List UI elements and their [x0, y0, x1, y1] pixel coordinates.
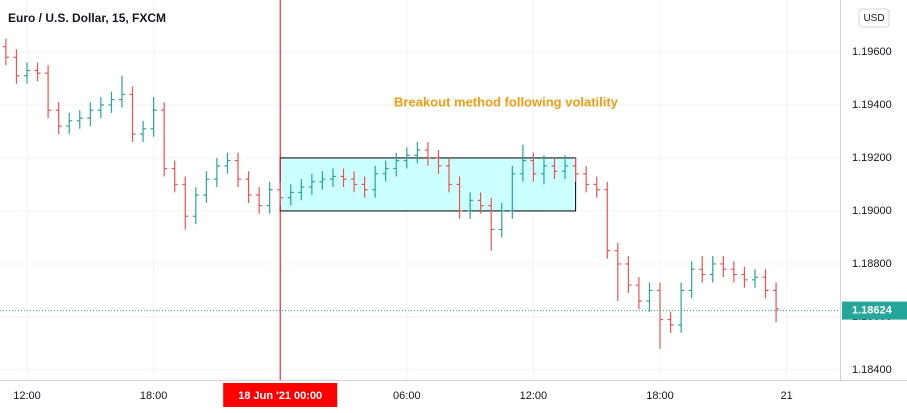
ohlc-bar	[55, 102, 62, 135]
annotation: Breakout method following volatility	[394, 94, 619, 109]
ohlc-bar	[76, 110, 83, 129]
y-tick-label: 1.18800	[852, 258, 892, 270]
ohlc-bar	[519, 144, 526, 182]
plot: Breakout method following volatility	[0, 0, 840, 380]
ohlc-bar	[66, 112, 73, 135]
ohlc-bar	[467, 192, 474, 219]
ohlc-bar	[498, 202, 505, 238]
ohlc-bar	[657, 282, 664, 349]
y-tick-label: 1.19400	[852, 99, 892, 111]
ohlc-bar	[2, 38, 9, 66]
ohlc-bar	[741, 266, 748, 288]
axes: 1.19600 1.19400 1.19200 1.19000 1.18800 1.186…	[13, 46, 907, 407]
ohlc-bar	[762, 269, 769, 299]
breakout-box	[279, 157, 577, 212]
ohlc-bar	[625, 255, 632, 294]
ohlc-bar	[403, 147, 410, 169]
ohlc-bar	[298, 179, 305, 201]
ohlc-bar	[319, 171, 326, 190]
ohlc-bar	[382, 160, 389, 182]
y-tick-label: 1.18400	[852, 364, 892, 376]
x-tick-label: 12:00	[13, 390, 41, 402]
ohlc-bar	[203, 171, 210, 203]
ohlc-bar	[277, 181, 284, 206]
ohlc-bar	[446, 157, 453, 193]
ohlc-bar	[266, 181, 273, 214]
ohlc-bar	[13, 49, 20, 84]
ohlc-bar	[488, 197, 495, 251]
ohlc-bar	[329, 168, 336, 188]
ohlc-bar	[108, 91, 115, 113]
last-price-label: 1.18624	[852, 304, 893, 316]
y-tick-label: 1.19200	[852, 152, 892, 164]
ohlc-bar	[593, 176, 600, 198]
ohlc-bar	[213, 157, 220, 188]
currency-badge[interactable]	[858, 8, 890, 28]
ohlc-bar	[351, 171, 358, 193]
currency-label: USD	[863, 13, 884, 24]
ohlc-bar	[171, 160, 178, 193]
x-tick-label: 18 Jun '21 00:00	[238, 390, 322, 402]
ohlc-bar	[192, 187, 199, 225]
ohlc-bar	[424, 142, 431, 166]
ohlc-bar	[235, 152, 242, 188]
ohlc-bar	[140, 120, 147, 143]
ohlc-bar	[224, 152, 231, 174]
ohlc-bar	[129, 86, 136, 143]
ohlc-bar	[150, 96, 157, 137]
ohlc-bar	[720, 255, 727, 278]
x-tick-label: 12:00	[520, 390, 548, 402]
ohlc-bar	[414, 142, 421, 164]
ohlc-bar	[340, 168, 347, 188]
ohlc-bar	[182, 176, 189, 230]
y-tick-label: 1.19000	[852, 205, 892, 217]
ohlc-bar	[604, 181, 611, 259]
ohlc-bar	[709, 255, 716, 283]
ohlc-bar	[688, 261, 695, 299]
ohlc-bar	[97, 96, 104, 119]
x-tick-label: 06:00	[393, 390, 421, 402]
ohlc-bar	[34, 62, 41, 82]
ohlc-bar	[730, 261, 737, 283]
ohlc-bar	[614, 242, 621, 302]
ohlc-bar	[678, 282, 685, 333]
ohlc-bar	[530, 152, 537, 182]
ohlc-bar	[635, 277, 642, 309]
ohlc-bar	[699, 255, 706, 283]
ohlc-bar	[751, 269, 758, 288]
y-tick-label: 1.19600	[852, 46, 892, 58]
ohlc-bar	[161, 102, 168, 177]
x-tick-label: 18:00	[140, 390, 168, 402]
ohlc-bar	[551, 157, 558, 180]
ohlc-bar	[667, 311, 674, 333]
ohlc-bar	[583, 165, 590, 193]
ohlc-bar	[87, 102, 94, 127]
ohlc-bar	[477, 192, 484, 214]
ohlc-bar	[361, 176, 368, 198]
ohlc-bar	[256, 187, 263, 214]
ohlc-bar	[24, 62, 31, 84]
ohlc-bar	[509, 165, 516, 219]
last-price-badge	[842, 301, 907, 320]
x-tick-label: 18:00	[646, 390, 674, 402]
ohlc-bar	[572, 157, 579, 182]
ohlc-bar	[287, 184, 294, 206]
ohlc-bar	[308, 173, 315, 196]
ohlc-bar	[393, 152, 400, 177]
ohlc-bar	[45, 65, 52, 119]
ohlc-bar	[372, 165, 379, 198]
ohlc-bar	[435, 149, 442, 174]
ohlc-bar	[773, 282, 780, 323]
ohlc-bar	[245, 171, 252, 203]
chart-title: Euro / U.S. Dollar, 15, FXCM	[8, 11, 166, 25]
crosshair-time-badge	[223, 383, 338, 407]
ohlc-bar	[562, 155, 569, 180]
ohlc-bar	[118, 75, 125, 108]
ohlc-bar	[540, 155, 547, 185]
ohlc-bar	[646, 282, 653, 312]
x-tick-label: 21	[780, 390, 792, 402]
ohlc-bar	[456, 176, 463, 219]
